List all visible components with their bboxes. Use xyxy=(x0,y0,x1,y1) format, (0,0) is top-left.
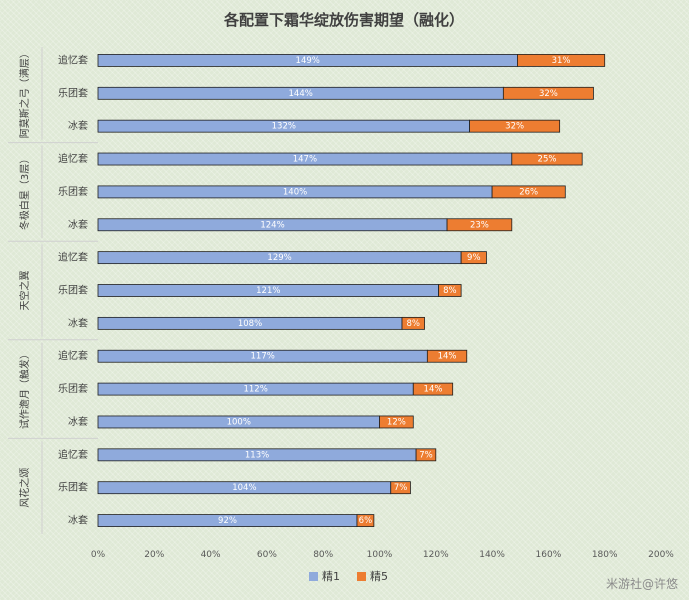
bar-segment-r5 xyxy=(415,448,437,462)
category-label: 追忆套 xyxy=(58,152,88,165)
group-label: 天空之翼 xyxy=(18,271,31,311)
data-label: 108% xyxy=(238,319,262,329)
category-label: 冰套 xyxy=(68,514,88,527)
category-label: 冰套 xyxy=(68,119,88,132)
data-label: 23% xyxy=(470,220,489,230)
data-label: 14% xyxy=(438,352,457,362)
data-label: 7% xyxy=(419,450,433,460)
x-tick-label: 140% xyxy=(479,550,505,560)
bar-segment-r5 xyxy=(379,415,414,429)
category-label: 冰套 xyxy=(68,415,88,428)
x-tick-label: 60% xyxy=(257,550,277,560)
category-label: 乐团套 xyxy=(58,481,88,494)
bar-segment-r5 xyxy=(356,514,375,527)
group-label: 试作澹月（触发） xyxy=(18,349,31,429)
data-label: 149% xyxy=(296,56,320,66)
data-label: 25% xyxy=(538,155,557,165)
bar-segment-r5 xyxy=(401,316,425,330)
legend: 精1 精5 xyxy=(309,570,388,583)
data-label: 117% xyxy=(251,352,275,362)
data-label: 112% xyxy=(243,385,267,395)
bar-segment-r5 xyxy=(438,284,462,297)
data-label: 147% xyxy=(293,155,317,165)
legend-swatch-r1 xyxy=(309,572,318,581)
bar-segment-r5 xyxy=(426,349,468,363)
chart-title: 各配置下霜华绽放伤害期望（融化） xyxy=(223,11,464,29)
group-label: 风花之颂 xyxy=(18,468,31,508)
legend-swatch-r5 xyxy=(357,572,366,581)
category-label: 追忆套 xyxy=(58,349,88,362)
bar-segment-r5 xyxy=(517,54,606,67)
bar-segment-r5 xyxy=(446,218,513,232)
data-label: 8% xyxy=(443,286,457,296)
watermark: 米游社@许悠 xyxy=(606,576,678,591)
x-tick-label: 120% xyxy=(423,550,449,560)
category-label: 冰套 xyxy=(68,316,88,329)
axis-layer: 0% 20% 40% 60% 80% 100% 120% 140% 160% 180% 200% xyxy=(91,550,674,560)
data-label: 7% xyxy=(394,483,408,493)
x-tick-label: 200% xyxy=(648,550,674,560)
group-label: 冬极白星（3层） xyxy=(18,154,31,230)
data-label: 144% xyxy=(289,89,313,99)
x-tick-label: 40% xyxy=(201,550,221,560)
bar-segment-r5 xyxy=(412,382,454,396)
data-label: 140% xyxy=(283,187,307,197)
bar-segment-r5 xyxy=(502,86,594,100)
x-tick-label: 100% xyxy=(367,550,393,560)
data-label: 113% xyxy=(245,450,269,460)
category-label: 追忆套 xyxy=(58,53,88,66)
data-label: 26% xyxy=(519,187,538,197)
bar-segment-r5 xyxy=(460,251,487,265)
legend-label: 精1 xyxy=(322,570,340,583)
x-tick-label: 80% xyxy=(313,550,333,560)
x-tick-label: 0% xyxy=(91,550,106,560)
data-label: 132% xyxy=(272,122,296,132)
data-label: 104% xyxy=(232,483,256,493)
data-label: 6% xyxy=(359,516,373,526)
category-label: 冰套 xyxy=(68,218,88,231)
x-tick-label: 160% xyxy=(536,550,562,560)
bar-segment-r5 xyxy=(491,185,566,199)
data-label: 32% xyxy=(539,89,558,99)
bar-segment-r5 xyxy=(511,152,583,166)
category-label: 乐团套 xyxy=(58,86,88,99)
x-tick-label: 180% xyxy=(592,550,618,560)
bar-segment-r5 xyxy=(469,119,561,133)
bar-layer: 149% 31% 144% 32% 132% 32% 147% 25% 140% 26% 124% 2… xyxy=(97,54,606,527)
data-label: 14% xyxy=(424,385,443,395)
data-label: 129% xyxy=(267,253,291,263)
data-label: 100% xyxy=(227,417,251,427)
category-label: 追忆套 xyxy=(58,448,88,461)
bar-segment-r5 xyxy=(390,481,411,495)
category-label: 追忆套 xyxy=(58,251,88,264)
category-label: 乐团套 xyxy=(58,382,88,395)
category-label: 乐团套 xyxy=(58,284,88,297)
category-label: 乐团套 xyxy=(58,185,88,198)
data-label: 9% xyxy=(467,253,481,263)
data-label: 32% xyxy=(505,122,524,132)
data-label: 8% xyxy=(407,319,421,329)
data-label: 121% xyxy=(256,286,280,296)
legend-label: 精5 xyxy=(370,570,388,583)
x-tick-label: 20% xyxy=(144,550,164,560)
data-label: 12% xyxy=(387,417,406,427)
group-label: 阿莫斯之弓（满层） xyxy=(18,48,31,138)
data-label: 92% xyxy=(218,516,237,526)
data-label: 31% xyxy=(552,56,571,66)
data-label: 124% xyxy=(260,220,284,230)
